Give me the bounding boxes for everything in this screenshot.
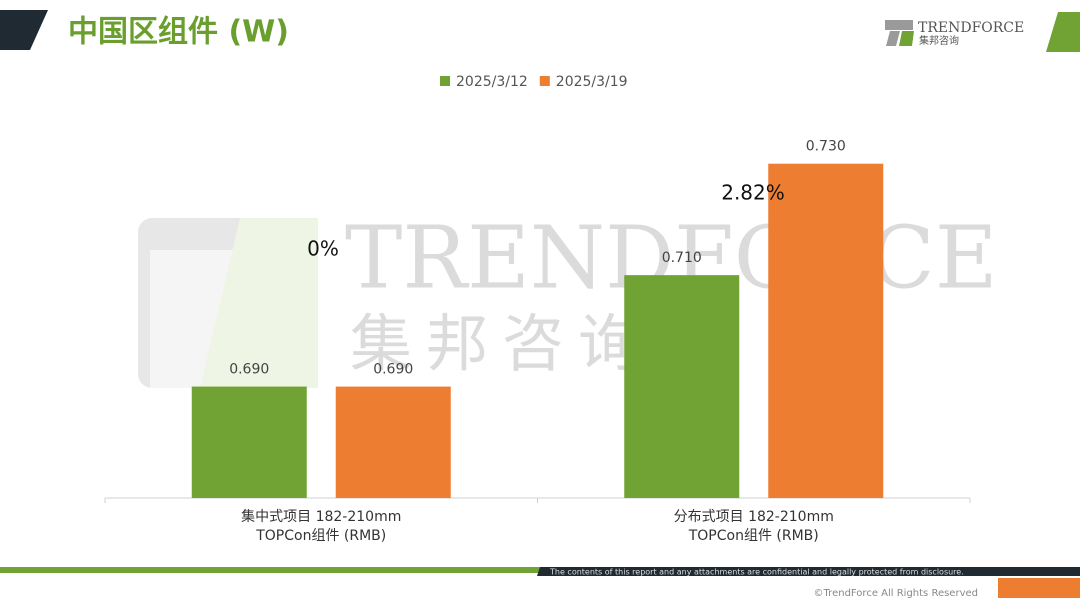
annotation: 0% — [307, 237, 339, 261]
header-decoration — [1046, 12, 1080, 52]
bar — [335, 386, 451, 498]
bar — [624, 275, 740, 498]
bar — [191, 386, 307, 498]
x-tick-label: 分布式项目 182-210mm TOPCon组件 (RMB) — [673, 509, 834, 544]
watermark-sub: 集邦咨询 — [350, 307, 654, 380]
slide-title: 中国区组件 (W) — [68, 15, 289, 50]
value-label: 0.710 — [662, 250, 702, 266]
footer-decoration — [998, 578, 1080, 598]
legend-swatch — [440, 76, 450, 86]
footer-notice: The contents of this report and any atta… — [549, 568, 964, 577]
legend-swatch — [539, 76, 550, 86]
value-label: 0.730 — [806, 139, 846, 155]
header-decoration — [0, 10, 48, 50]
annotation: 2.82% — [721, 181, 785, 205]
copyright: ©TrendForce All Rights Reserved — [814, 588, 978, 599]
footer-bar — [537, 567, 1080, 576]
legend-label: 2025/3/19 — [556, 74, 628, 90]
value-label: 0.690 — [229, 362, 269, 378]
bar — [768, 163, 884, 498]
legend-label: 2025/3/12 — [456, 74, 528, 90]
logo-sub: 集邦咨询 — [919, 34, 959, 47]
value-label: 0.690 — [373, 362, 413, 378]
footer-bar — [0, 567, 540, 573]
x-tick-label: 集中式项目 182-210mm TOPCon组件 (RMB) — [241, 509, 402, 544]
logo: TRENDFORCE 集邦咨询 — [885, 20, 1024, 47]
logo-name: TRENDFORCE — [918, 20, 1024, 36]
